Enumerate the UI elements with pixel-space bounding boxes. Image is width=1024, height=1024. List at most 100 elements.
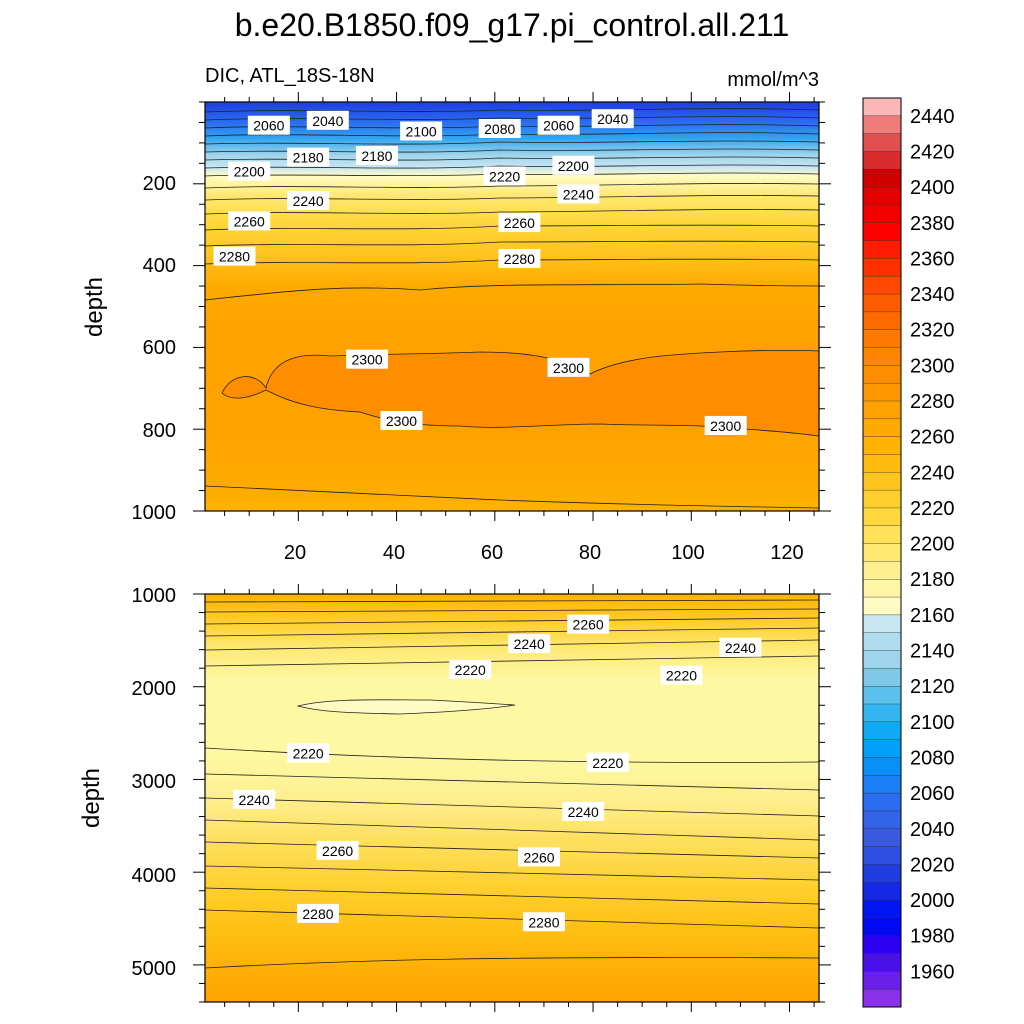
colorbar-label: 2080 [910, 747, 955, 769]
lower-contour-label: 2260 [523, 849, 554, 865]
colorbar-swatch [862, 739, 902, 758]
upper-contour-label-box [591, 109, 634, 129]
colorbar-swatch [862, 864, 902, 883]
lower-contour-label-box [296, 903, 339, 923]
colorbar-swatch [862, 828, 902, 848]
colorbar-swatch [862, 685, 902, 705]
colorbar-swatch [862, 240, 902, 259]
colorbar-label: 2220 [910, 498, 955, 520]
colorbar-label: 2400 [910, 177, 955, 199]
upper-panel: 20 40 60 80 100 120 200 400 600 800 1000… [81, 92, 831, 564]
upper-contour-label: 2280 [219, 249, 250, 265]
colorbar-swatch [862, 489, 902, 509]
colorbar-swatch [862, 454, 902, 473]
upper-contour-label: 2180 [293, 150, 324, 166]
lower-contour-label-box [287, 743, 330, 763]
colorbar-label: 2260 [910, 427, 955, 449]
upper-contour-labels: 2060 2040 2100 2080 2060 2040 2180 2180 2200 2200… [213, 109, 747, 435]
colorbar-swatch [862, 810, 902, 830]
upper-x-tick-labels: 20 40 60 80 100 120 [284, 542, 804, 564]
upper-y-axis-label: depth [81, 277, 108, 337]
upper-y-tick-label: 400 [143, 255, 176, 277]
upper-contour-label-box [306, 110, 349, 130]
lower-contour-label: 2220 [293, 745, 324, 761]
upper-y-tick-label: 600 [143, 337, 176, 359]
upper-contour-label-box [552, 155, 595, 175]
upper-contour-label-box [228, 211, 271, 231]
colorbar [862, 97, 902, 1008]
lower-contour-label: 2240 [725, 640, 756, 656]
colorbar-label: 2120 [910, 676, 955, 698]
upper-contour-label: 2260 [234, 213, 265, 229]
lower-y-tick-label: 5000 [132, 958, 177, 980]
upper-contour-label: 2060 [543, 118, 574, 134]
upper-contour-label: 2180 [361, 148, 392, 164]
chart-title: b.e20.B1850.f09_g17.pi_control.all.211 [235, 7, 790, 43]
lower-contour-label: 2220 [455, 662, 486, 678]
colorbar-swatch [862, 668, 902, 687]
upper-contour-label: 2040 [597, 111, 628, 127]
upper-x-tick-label: 40 [383, 542, 405, 564]
colorbar-label: 2200 [910, 534, 955, 556]
colorbar-swatch [862, 115, 902, 135]
lower-contour-label: 2240 [239, 792, 270, 808]
upper-y-tick-labels: 200 400 600 800 1000 [132, 173, 177, 524]
colorbar-swatch [862, 561, 902, 580]
upper-contour-label-box [478, 118, 521, 138]
upper-contour-label: 2280 [504, 251, 535, 267]
upper-contour-label-box [557, 184, 600, 204]
upper-contour-label: 2260 [504, 215, 535, 231]
lower-contour-label: 2220 [666, 668, 697, 684]
upper-contour-label-box [400, 121, 443, 141]
colorbar-swatch [862, 757, 902, 776]
colorbar-label: 2360 [910, 248, 955, 270]
colorbar-label: 1960 [910, 961, 955, 983]
upper-y-tick-label: 800 [143, 420, 176, 442]
upper-contour-label: 2300 [386, 413, 417, 429]
upper-max-region [222, 350, 819, 436]
lower-panel-fill [205, 594, 819, 1002]
colorbar-label: 2300 [910, 355, 955, 377]
upper-contour-label-box [537, 115, 580, 135]
colorbar-swatch [862, 293, 902, 313]
lower-y-tick-label: 2000 [132, 678, 177, 700]
upper-contour-label-box [498, 213, 541, 233]
colorbar-swatch [862, 133, 902, 152]
upper-contour-label: 2040 [312, 113, 343, 129]
lower-contour-labels: 2260 2240 2240 2220 2220 2220 2220 2240 2240 2260… [233, 614, 762, 932]
colorbar-frame [862, 97, 902, 1008]
colorbar-label: 2240 [910, 462, 955, 484]
upper-y-tick-label: 1000 [132, 502, 177, 524]
colorbar-swatch [862, 400, 902, 420]
colorbar-swatch [862, 988, 902, 1008]
upper-contour-label-box [547, 357, 590, 377]
upper-contour-label: 2300 [710, 418, 741, 434]
colorbar-label: 1980 [910, 926, 955, 948]
colorbar-swatch [862, 792, 902, 812]
colorbar-swatch [862, 543, 902, 562]
colorbar-swatch [862, 507, 902, 527]
colorbar-label: 2140 [910, 641, 955, 663]
colorbar-swatch [862, 365, 902, 384]
colorbar-swatch [862, 169, 902, 188]
colorbar-swatch [862, 276, 902, 295]
colorbar-label: 2380 [910, 213, 955, 235]
colorbar-label: 2440 [910, 106, 955, 128]
colorbar-labels: 2440 2420 2400 2380 2360 2340 2320 2300 2280 2260… [910, 106, 955, 984]
upper-x-tick-label: 60 [481, 542, 503, 564]
colorbar-swatch [862, 775, 902, 794]
colorbar-swatch [862, 650, 902, 669]
colorbar-label: 2180 [910, 569, 955, 591]
colorbar-swatch [862, 525, 902, 545]
colorbar-swatch [862, 329, 902, 349]
colorbar-swatch [862, 846, 902, 865]
lower-contour-label: 2240 [568, 804, 599, 820]
lower-contour-label-box [233, 789, 276, 809]
upper-contour-label-box [380, 411, 423, 431]
lower-y-tick-label: 3000 [132, 771, 177, 793]
lower-contour-label-box [567, 614, 610, 634]
lower-contour-label-box [449, 660, 492, 680]
units-label: mmol/m^3 [727, 69, 819, 91]
